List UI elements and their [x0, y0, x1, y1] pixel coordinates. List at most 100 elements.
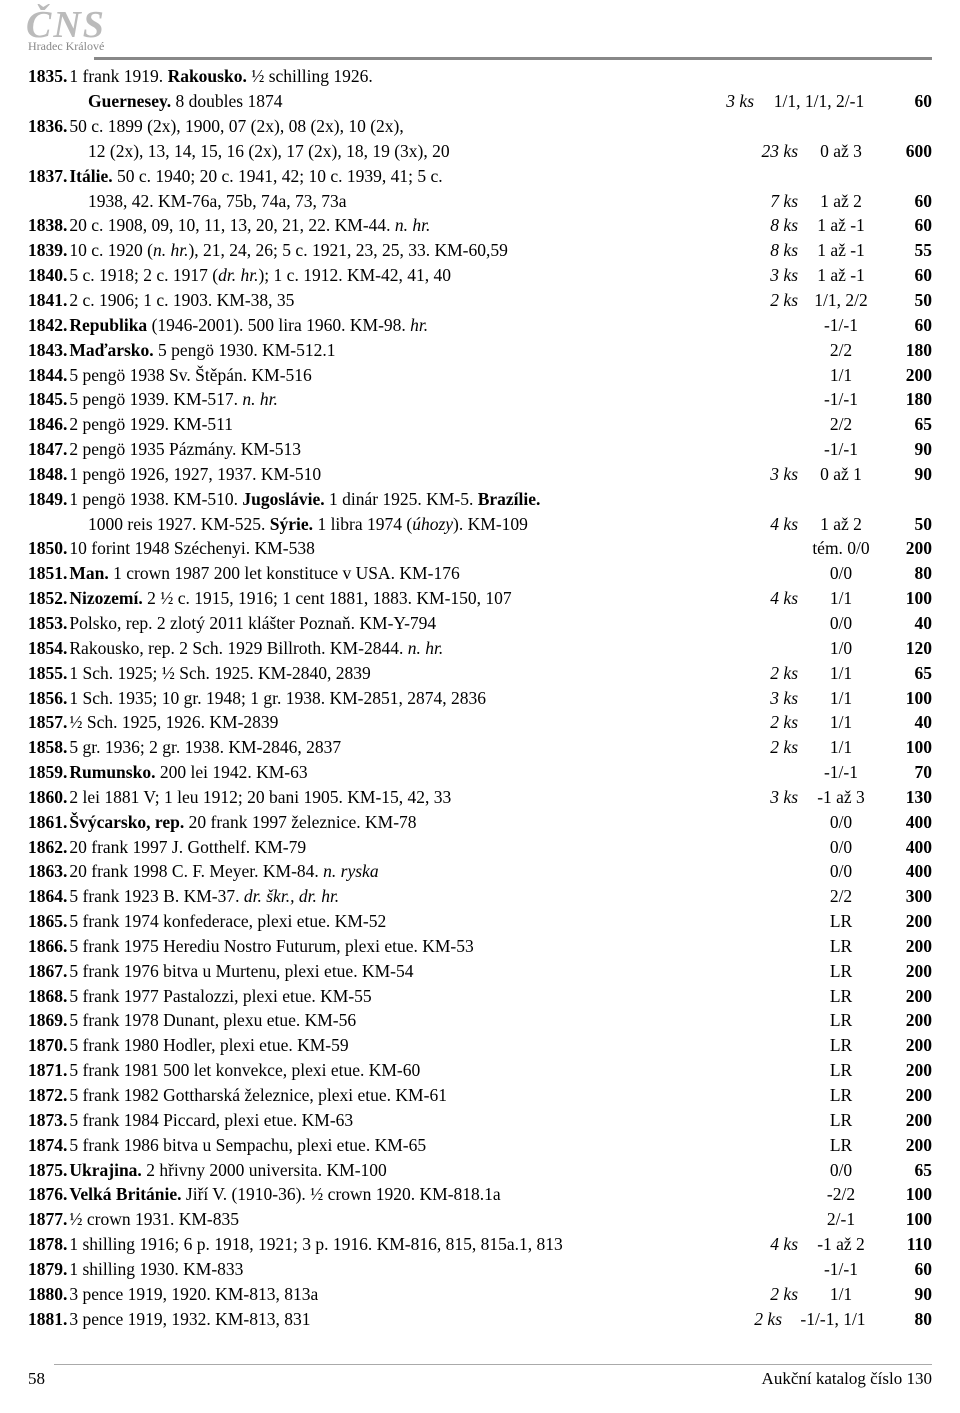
page-footer: 58 Aukční katalog číslo 130 — [0, 1367, 960, 1391]
catalog-row: 1000 reis 1927. KM-525. Sýrie. 1 libra 1… — [28, 512, 932, 537]
lot-number: 1875 — [28, 1158, 67, 1183]
lot-grade: 1/1 — [804, 363, 878, 388]
lot-grade: 0/0 — [804, 561, 878, 586]
lot-grade: 1/1, 2/2 — [804, 288, 878, 313]
lot-description: 1 shilling 1916; 6 p. 1918, 1921; 3 p. 1… — [67, 1232, 752, 1257]
lot-description: 5 frank 1978 Dunant, plexu etue. KM-56 — [67, 1008, 752, 1033]
lot-description: 5 frank 1976 bitva u Murtenu, plexi etue… — [67, 959, 752, 984]
catalog-row: 1853Polsko, rep. 2 zlotý 2011 klášter Po… — [28, 611, 932, 636]
lot-grade: 1/1 — [804, 661, 878, 686]
lot-grade: LR — [804, 1083, 878, 1108]
lot-grade: 2/2 — [804, 884, 878, 909]
lot-number: 1836 — [28, 114, 67, 139]
catalog-row: 18481 pengö 1926, 1927, 1937. KM-5103 ks… — [28, 462, 932, 487]
lot-price: 90 — [878, 437, 932, 462]
lot-price: 180 — [878, 387, 932, 412]
lot-description: ½ Sch. 1925, 1926. KM-2839 — [67, 710, 752, 735]
lot-number: 1860 — [28, 785, 67, 810]
lot-description: 5 frank 1923 B. KM-37. dr. škr., dr. hr. — [67, 884, 752, 909]
footer-caption: Aukční katalog číslo 130 — [762, 1367, 932, 1391]
lot-count: 8 ks — [752, 213, 804, 238]
lot-grade: 1/0 — [804, 636, 878, 661]
lot-number: 1842 — [28, 313, 67, 338]
lot-description: 3 pence 1919, 1932. KM-813, 831 — [67, 1307, 736, 1332]
lot-price: 200 — [878, 1058, 932, 1083]
lot-price: 200 — [878, 1033, 932, 1058]
lot-description: Nizozemí. 2 ½ c. 1915, 1916; 1 cent 1881… — [67, 586, 752, 611]
catalog-row: 18695 frank 1978 Dunant, plexu etue. KM-… — [28, 1008, 932, 1033]
catalog-row: 186220 frank 1997 J. Gotthelf. KM-790/04… — [28, 835, 932, 860]
lot-description: 1000 reis 1927. KM-525. Sýrie. 1 libra 1… — [28, 512, 752, 537]
lot-price: 60 — [878, 213, 932, 238]
lot-grade: 0/0 — [804, 835, 878, 860]
lot-number: 1856 — [28, 686, 67, 711]
lot-description: 5 frank 1984 Piccard, plexi etue. KM-63 — [67, 1108, 752, 1133]
lot-description: 3 pence 1919, 1920. KM-813, 813a — [67, 1282, 752, 1307]
lot-price: 50 — [878, 512, 932, 537]
lot-price: 200 — [878, 959, 932, 984]
lot-number: 1835 — [28, 64, 67, 89]
lot-number: 1859 — [28, 760, 67, 785]
lot-count: 23 ks — [752, 139, 804, 164]
lot-description: ½ crown 1931. KM-835 — [67, 1207, 752, 1232]
lot-price: 90 — [878, 462, 932, 487]
lot-count: 7 ks — [752, 189, 804, 214]
lot-number: 1871 — [28, 1058, 67, 1083]
lot-grade: 0 až 3 — [804, 139, 878, 164]
lot-description: 1 Sch. 1925; ½ Sch. 1925. KM-2840, 2839 — [67, 661, 752, 686]
lot-description: Rakousko, rep. 2 Sch. 1929 Billroth. KM-… — [67, 636, 752, 661]
lot-number: 1861 — [28, 810, 67, 835]
lot-number: 1865 — [28, 909, 67, 934]
lot-grade: LR — [804, 984, 878, 1009]
lot-number: 1843 — [28, 338, 67, 363]
lot-grade: 2/-1 — [804, 1207, 878, 1232]
lot-description: 50 c. 1899 (2x), 1900, 07 (2x), 08 (2x),… — [67, 114, 752, 139]
catalog-row: 18705 frank 1980 Hodler, plexi etue. KM-… — [28, 1033, 932, 1058]
lot-number: 1855 — [28, 661, 67, 686]
lot-count: 2 ks — [752, 1282, 804, 1307]
catalog-row: 1861Švýcarsko, rep. 20 frank 1997 železn… — [28, 810, 932, 835]
lot-grade: 1/1 — [804, 686, 878, 711]
lot-grade: LR — [804, 934, 878, 959]
lot-description: 20 frank 1997 J. Gotthelf. KM-79 — [67, 835, 752, 860]
catalog-listing: 18351 frank 1919. Rakousko. ½ schilling … — [0, 60, 960, 1331]
lot-number: 1848 — [28, 462, 67, 487]
lot-number: 1837 — [28, 164, 67, 189]
lot-number: 1854 — [28, 636, 67, 661]
lot-number: 1853 — [28, 611, 67, 636]
lot-description: 5 frank 1975 Herediu Nostro Futurum, ple… — [67, 934, 752, 959]
lot-description: 1 shilling 1930. KM-833 — [67, 1257, 752, 1282]
lot-price: 50 — [878, 288, 932, 313]
logo-text: ČNS — [26, 10, 960, 40]
lot-number: 1868 — [28, 984, 67, 1009]
catalog-row: 18655 frank 1974 konfederace, plexi etue… — [28, 909, 932, 934]
lot-number: 1879 — [28, 1257, 67, 1282]
lot-grade: LR — [804, 1133, 878, 1158]
catalog-row: 18781 shilling 1916; 6 p. 1918, 1921; 3 … — [28, 1232, 932, 1257]
lot-price: 100 — [878, 586, 932, 611]
lot-price: 200 — [878, 1133, 932, 1158]
lot-number: 1847 — [28, 437, 67, 462]
lot-grade: 2/2 — [804, 338, 878, 363]
lot-grade: 1 až -1 — [804, 213, 878, 238]
lot-grade: LR — [804, 1033, 878, 1058]
lot-grade: 1 až -1 — [804, 238, 878, 263]
lot-number: 1845 — [28, 387, 67, 412]
lot-description: 1 pengö 1926, 1927, 1937. KM-510 — [67, 462, 752, 487]
lot-price: 90 — [878, 1282, 932, 1307]
lot-description: 10 c. 1920 (n. hr.), 21, 24, 26; 5 c. 19… — [67, 238, 752, 263]
lot-price: 200 — [878, 909, 932, 934]
lot-grade: -1 až 2 — [804, 1232, 878, 1257]
lot-number: 1850 — [28, 536, 67, 561]
lot-number: 1876 — [28, 1182, 67, 1207]
lot-price: 55 — [878, 238, 932, 263]
catalog-row: 18735 frank 1984 Piccard, plexi etue. KM… — [28, 1108, 932, 1133]
lot-count: 2 ks — [752, 661, 804, 686]
catalog-row: 18445 pengö 1938 Sv. Štěpán. KM-5161/120… — [28, 363, 932, 388]
lot-price: 400 — [878, 810, 932, 835]
lot-description: Rumunsko. 200 lei 1942. KM-63 — [67, 760, 752, 785]
lot-description: 5 frank 1974 konfederace, plexi etue. KM… — [67, 909, 752, 934]
lot-grade: 1 až -1 — [804, 263, 878, 288]
catalog-row: 18405 c. 1918; 2 c. 1917 (dr. hr.); 1 c.… — [28, 263, 932, 288]
lot-count: 2 ks — [736, 1307, 788, 1332]
